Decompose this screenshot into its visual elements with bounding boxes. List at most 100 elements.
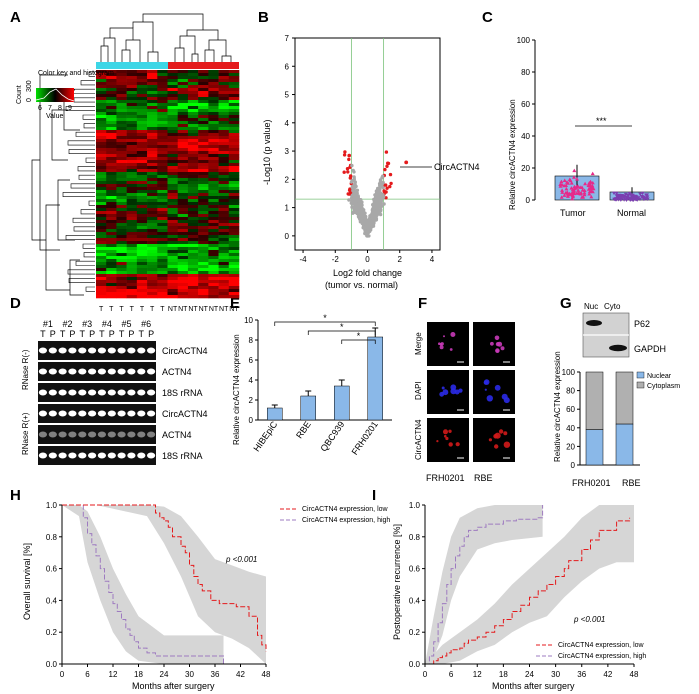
heatmap-cell [177,121,189,125]
heatmap-cell [136,250,148,254]
heatmap-cell [157,85,168,89]
heatmap-cell [126,76,138,80]
heatmap-cell [228,229,240,233]
heatmap-cell [208,229,219,233]
heatmap-cell [198,220,209,224]
heatmap-cell [228,106,240,110]
heatmap-cell [167,172,179,176]
heatmap-cell [228,133,240,137]
heatmap-cell [187,130,199,134]
color-key-title: Color key and histogram [38,70,114,77]
heatmap-cell [157,181,168,185]
heatmap-cell [218,256,230,260]
heatmap-cell [177,268,189,272]
heatmap-cell [96,145,107,149]
gel-band [88,368,97,375]
heatmap-cell [147,76,158,80]
point-tumor [569,181,574,185]
heatmap-cell [198,187,209,191]
panel-c-ytick-label: 40 [521,132,530,141]
significance-star: * [357,331,361,341]
heatmap-cell [96,238,107,242]
heatmap-cell [218,103,230,107]
gel-band [88,452,97,459]
heatmap-cell [228,142,240,146]
heatmap-cell [218,109,230,113]
heatmap-cell [126,271,138,275]
heatmap-cell [116,271,127,275]
heatmap-cell [126,136,138,140]
heatmap-cell [136,190,148,194]
heatmap-cell [96,235,107,239]
heatmap-cell [96,106,107,110]
heatmap-cell [187,223,199,227]
heatmap-cell [177,241,189,245]
heatmap-cell [157,130,168,134]
heatmap-cell [116,214,127,218]
cell-signal [436,440,439,443]
heatmap-cell [157,121,168,125]
gel-band [127,347,136,354]
dendrogram-branch [73,97,95,103]
heatmap-cell [147,85,158,89]
heatmap-cell [167,283,179,287]
point-tumor [578,192,583,196]
volcano-ytick-label: 2 [285,175,290,184]
volcano-xtick-label: -4 [299,255,307,264]
gel-band [58,368,67,375]
heatmap-cell [187,94,199,98]
heatmap-cell [96,241,107,245]
point-tumor [587,192,592,196]
heatmap-cell [116,79,127,83]
heatmap-cell [177,196,189,200]
heatmap-cell [228,79,240,83]
color-key-gradient [36,88,74,102]
volcano-point [351,211,355,215]
heatmap-cell [198,277,209,281]
heatmap-cell [218,232,230,236]
heatmap-cell [187,193,199,197]
heatmap-cell [167,214,179,218]
heatmap-cell [106,76,117,80]
lane-label-t: T [119,329,125,339]
heatmap-cell [157,133,168,137]
volcano-point [361,207,365,211]
point-tumor [578,185,583,189]
volcano-point [360,203,364,208]
heatmap-cell [167,133,179,137]
cell-signal [493,434,498,439]
heatmap-cell [147,274,158,278]
heatmap-cell [228,163,240,167]
color-key-histogram [35,88,75,102]
heatmap-cell [218,238,230,242]
heatmap-cell [147,223,158,227]
gel-band [78,410,87,417]
heatmap-cell [106,169,117,173]
heatmap-cell [106,121,117,125]
heatmap-cell [157,202,168,206]
pair-label: #1 [43,319,53,329]
microscopy-tile [427,418,469,462]
heatmap-cell [198,202,209,206]
heatmap-cell [177,130,189,134]
heatmap-cell [228,151,240,155]
heatmap-cell [218,268,230,272]
heatmap-cell [116,115,127,119]
heatmap-cell [106,289,117,293]
heatmap-cell [198,250,209,254]
microscopy-tile [473,322,515,366]
heatmap-cell [167,106,179,110]
dendrogram-branch [80,209,95,215]
heatmap-cell [187,235,199,239]
heatmap-cell [177,76,189,80]
point-tumor [582,188,587,192]
heatmap-cell [157,163,168,167]
gel-row-label: CircACTN4 [162,346,208,356]
heatmap-cell [126,115,138,119]
heatmap-cell [167,238,179,242]
dendrogram-branch [72,88,95,94]
heatmap-cell [96,232,107,236]
heatmap-cell [126,175,138,179]
